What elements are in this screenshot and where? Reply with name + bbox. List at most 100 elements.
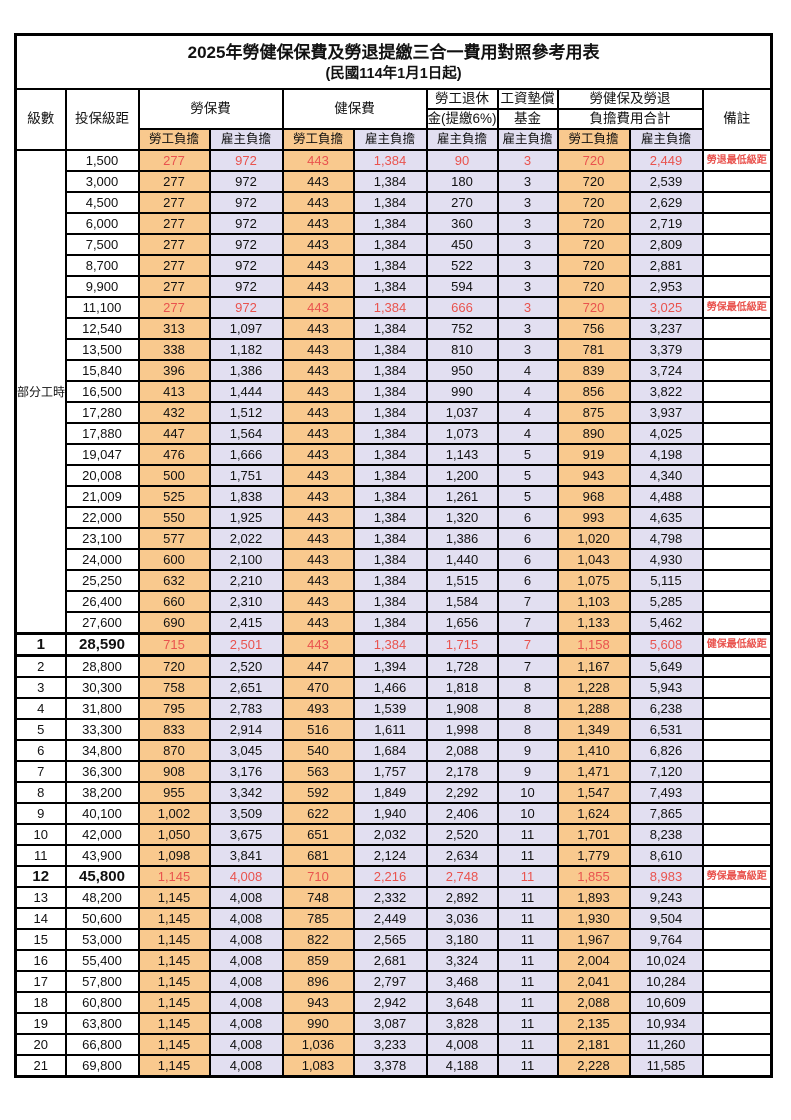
table-row: 5 33,300 833 2,914 516 1,611 1,998 8 1,349 6,531 [14,718,773,741]
fee-cell: 950 [425,359,499,382]
fee-cell: 540 [281,739,355,762]
fee-cell: 1,145 [137,1012,211,1035]
table-body: 部分工時 1,500 277 972 443 1,384 90 3 720 2,449 勞退最低級距… [14,149,773,1078]
fee-cell: 1,145 [137,907,211,930]
subheader-total-employee: 勞工負擔 [556,128,631,151]
fee-cell: 3,233 [352,1033,428,1056]
fee-cell: 4,188 [425,1054,499,1078]
table-row: 16,500 413 1,444 443 1,384 990 4 856 3,822 [16,380,773,403]
fee-cell: 990 [425,380,499,403]
fee-cell: 720 [556,191,631,214]
fee-cell: 2,942 [352,991,428,1014]
fee-cell: 313 [137,317,211,340]
col-header-wagefund-line1: 工資墊償 [496,88,559,110]
fee-cell: 9 [496,760,559,783]
fee-cell: 1,158 [556,632,631,657]
fee-cell: 1,440 [425,548,499,571]
fee-cell: 2,022 [208,527,284,550]
level-cell: 3 [14,676,67,699]
fee-cell: 1,998 [425,718,499,741]
fee-cell: 1,167 [556,654,631,678]
bracket-cell: 3,000 [64,170,140,193]
fee-cell: 1,818 [425,676,499,699]
fee-cell: 1,349 [556,718,631,741]
note-cell [701,548,773,571]
bracket-cell: 22,000 [64,506,140,529]
col-header-level: 級數 [14,88,67,151]
fee-cell: 3 [496,191,559,214]
fee-cell: 972 [208,149,284,172]
fee-cell: 943 [281,991,355,1014]
note-cell [701,233,773,256]
fee-cell: 10,609 [628,991,704,1014]
fee-cell: 1,564 [208,422,284,445]
table-row: 2 28,800 720 2,520 447 1,394 1,728 7 1,167 5,649 [14,654,773,678]
fee-cell: 632 [137,569,211,592]
fee-cell: 1,893 [556,886,631,909]
fee-cell: 1,384 [352,275,428,298]
note-cell [701,569,773,592]
fee-cell: 1,624 [556,802,631,825]
table-row: 19,047 476 1,666 443 1,384 1,143 5 919 4,198 [16,443,773,466]
fee-cell: 563 [281,760,355,783]
fee-cell: 443 [281,149,355,172]
fee-cell: 6 [496,527,559,550]
level-cell: 2 [14,654,67,678]
fee-cell: 476 [137,443,211,466]
note-cell [701,527,773,550]
fee-cell: 11 [496,970,559,993]
fee-cell: 443 [281,632,355,657]
fee-cell: 1,539 [352,697,428,720]
fee-cell: 4,008 [208,970,284,993]
fee-cell: 666 [425,296,499,319]
fee-cell: 756 [556,317,631,340]
subheader-total-employer: 雇主負擔 [628,128,704,151]
table-row: 15 53,000 1,145 4,008 822 2,565 3,180 11 1,967 9,… [14,928,773,951]
fee-cell: 443 [281,296,355,319]
fee-cell: 1,908 [425,697,499,720]
fee-cell: 1,471 [556,760,631,783]
col-header-pension-line2: 金(提繳6%) [425,108,499,130]
fee-cell: 2,124 [352,844,428,867]
note-cell [701,1033,773,1056]
fee-cell: 4,008 [208,907,284,930]
fee-cell: 2,135 [556,1012,631,1035]
level-cell: 16 [14,949,67,972]
fee-cell: 1,145 [137,1033,211,1056]
fee-cell: 338 [137,338,211,361]
fee-cell: 859 [281,949,355,972]
note-cell [701,422,773,445]
fee-cell: 1,288 [556,697,631,720]
bracket-cell: 27,600 [64,611,140,635]
fee-cell: 2,681 [352,949,428,972]
note-cell: 勞保最高級距 [701,865,773,888]
fee-cell: 3 [496,233,559,256]
fee-cell: 2,809 [628,233,704,256]
fee-cell: 4,008 [208,1033,284,1056]
fee-cell: 443 [281,254,355,277]
fee-cell: 720 [137,654,211,678]
level-cell: 4 [14,697,67,720]
fee-cell: 2,719 [628,212,704,235]
fee-cell: 2,228 [556,1054,631,1078]
fee-cell: 3,648 [425,991,499,1014]
table-row: 26,400 660 2,310 443 1,384 1,584 7 1,103 5,285 [16,590,773,613]
fee-cell: 720 [556,254,631,277]
fee-cell: 2,041 [556,970,631,993]
fee-cell: 990 [281,1012,355,1035]
fee-cell: 3,822 [628,380,704,403]
fee-cell: 875 [556,401,631,424]
fee-cell: 3 [496,170,559,193]
fee-cell: 277 [137,149,211,172]
fee-cell: 10 [496,781,559,804]
fee-cell: 9 [496,739,559,762]
level-cell: 5 [14,718,67,741]
fee-cell: 2,501 [208,632,284,657]
fee-cell: 2,332 [352,886,428,909]
fee-cell: 1,547 [556,781,631,804]
fee-cell: 2,310 [208,590,284,613]
fee-cell: 2,100 [208,548,284,571]
table-row: 17 57,800 1,145 4,008 896 2,797 3,468 11 2,041 10… [14,970,773,993]
subheader-wagefund-employer: 雇主負擔 [496,128,559,151]
fee-cell: 5,285 [628,590,704,613]
